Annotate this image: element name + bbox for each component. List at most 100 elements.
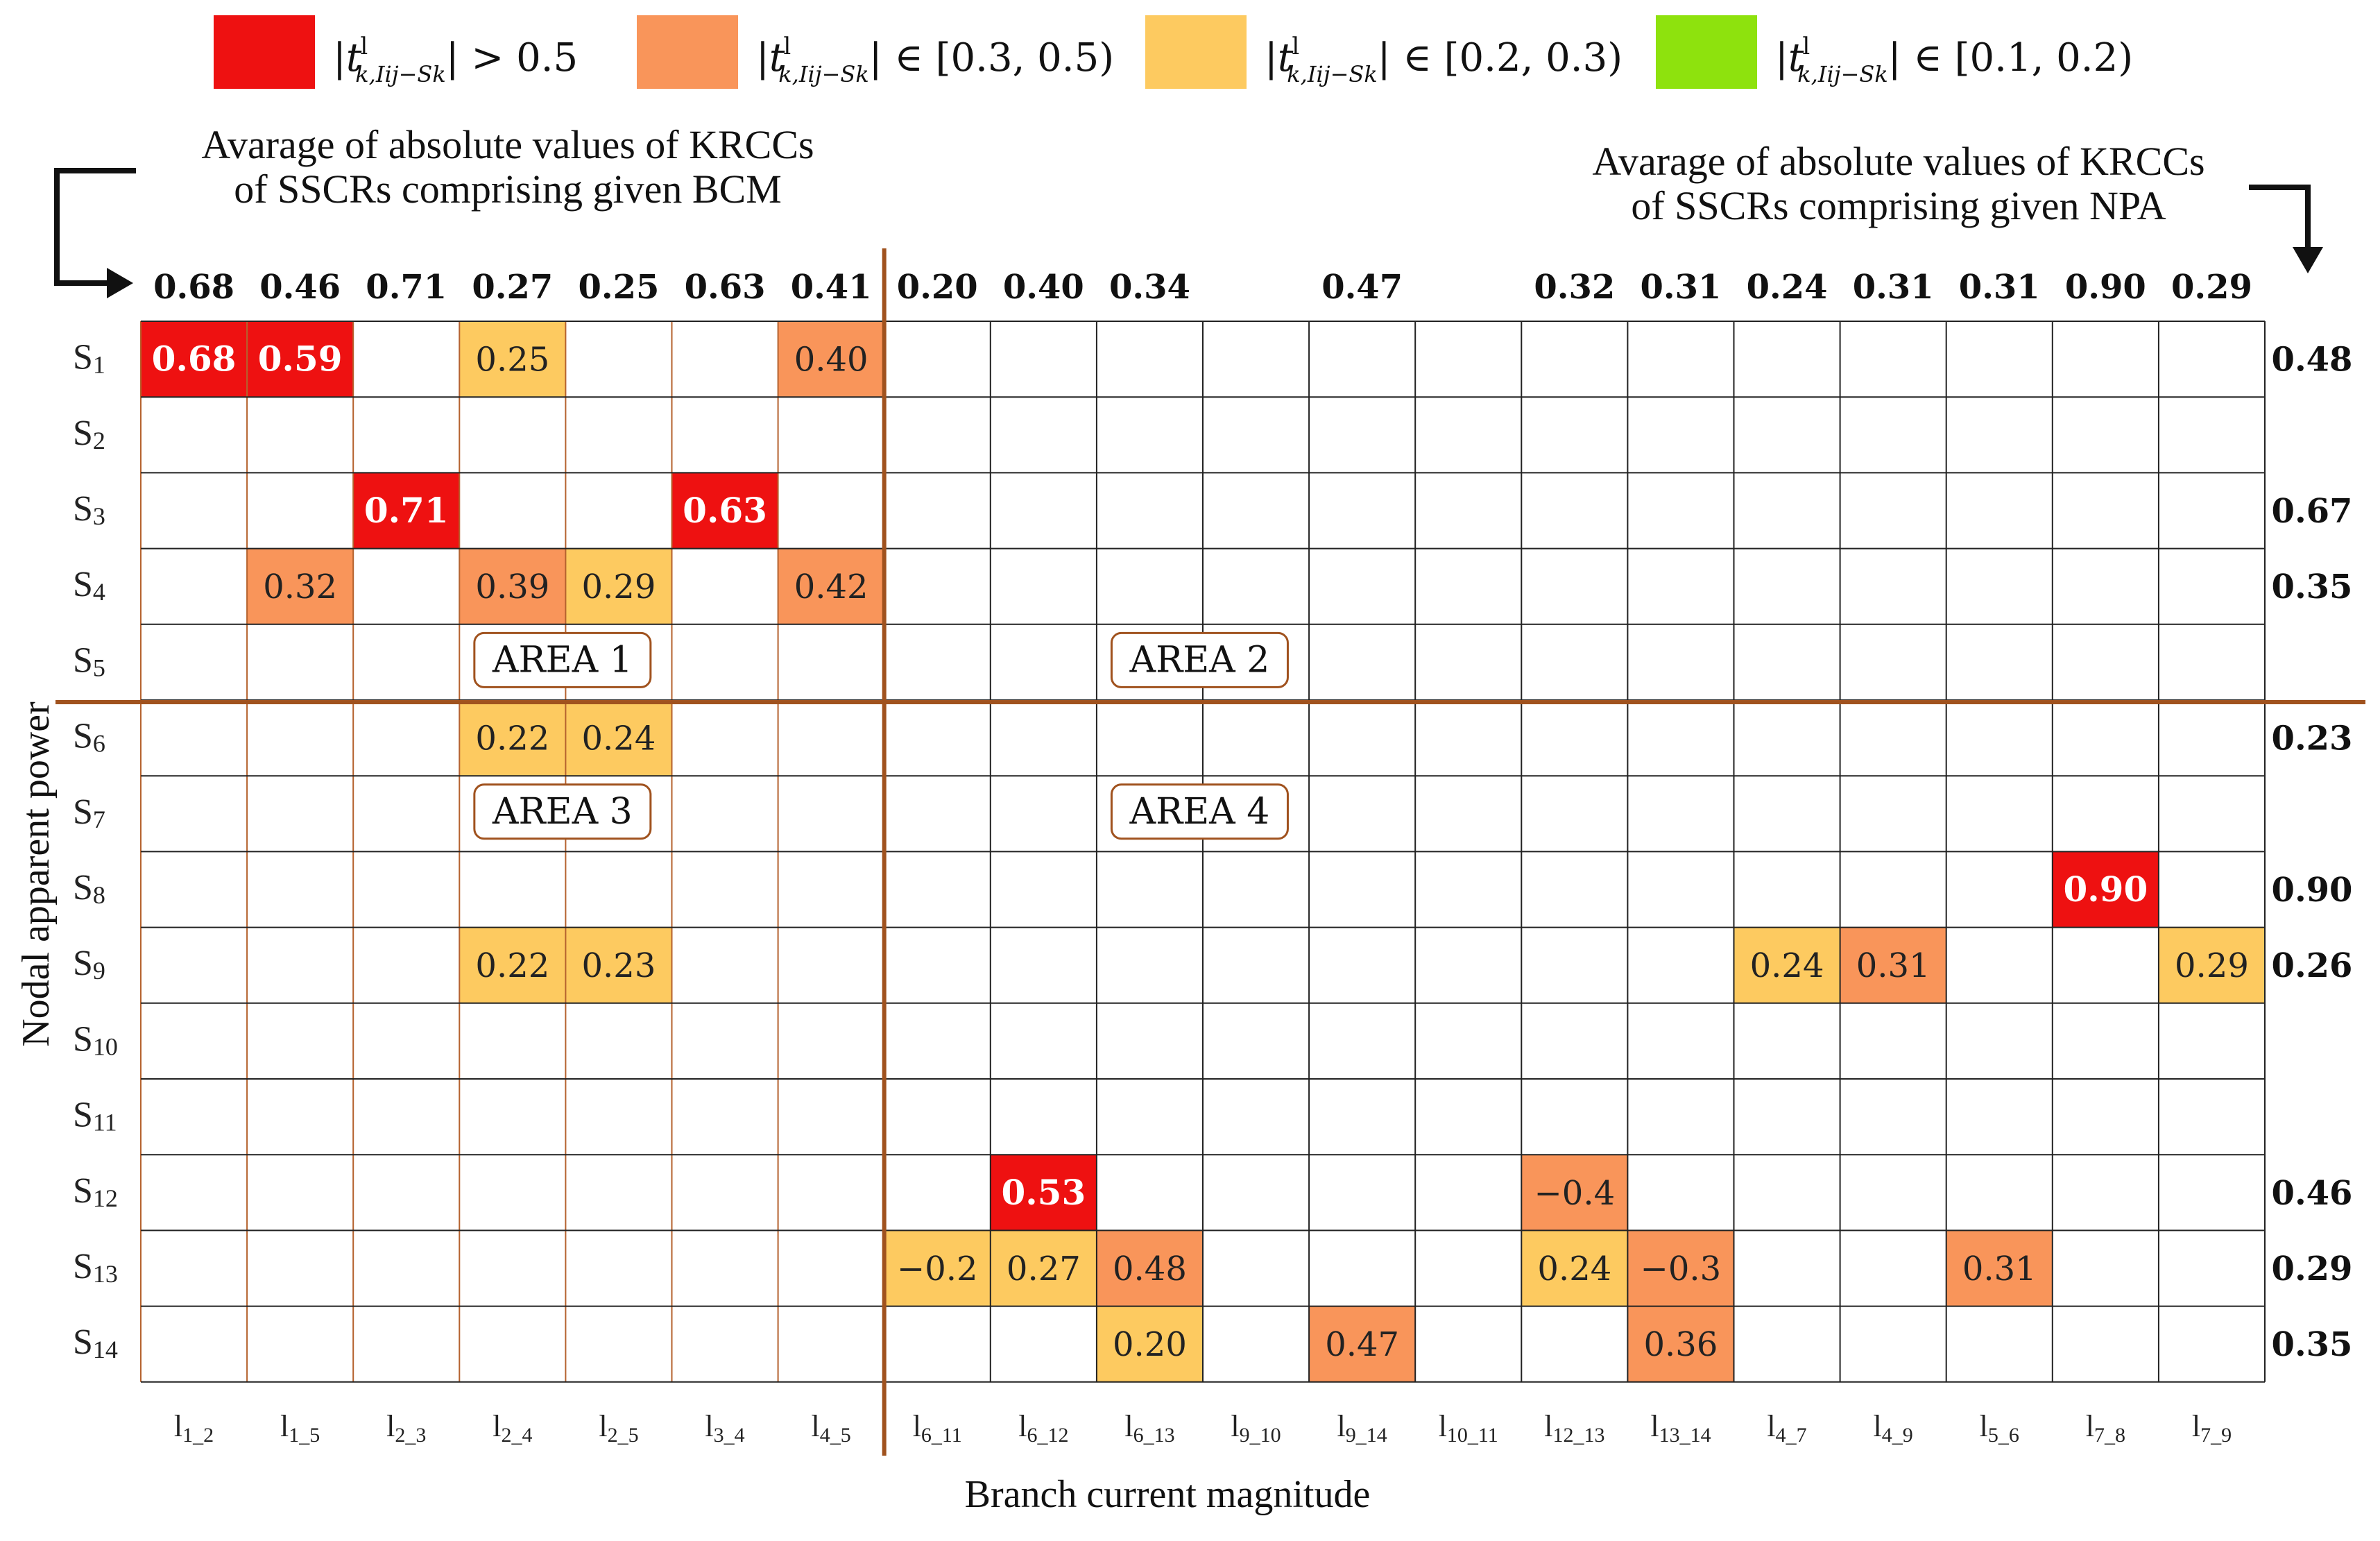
cell-value-label: 0.27 xyxy=(1007,1250,1081,1288)
legend: |tl k,Iij−Sk| > 0.5 |tl k,Iij−Sk| ∈ [0.3, 0… xyxy=(214,15,2133,89)
column-label: l4_5 xyxy=(812,1409,851,1447)
heatmap-cell xyxy=(1627,1306,1734,1382)
legend-label: |tl k,Iij−Sk| ∈ [0.1, 0.2) xyxy=(1775,33,2133,87)
column-label: l1_5 xyxy=(280,1409,320,1447)
column-label: l5_6 xyxy=(1980,1409,2019,1447)
row-label: S6 xyxy=(73,717,105,758)
row-label: S4 xyxy=(73,565,105,606)
column-label: l2_3 xyxy=(386,1409,426,1447)
legend-swatch xyxy=(214,15,315,89)
legend-label: |tl k,Iij−Sk| > 0.5 xyxy=(333,33,578,87)
row-label: S11 xyxy=(73,1096,117,1136)
column-label: l4_9 xyxy=(1874,1409,1913,1447)
cell-value-label: 0.68 xyxy=(152,339,237,380)
column-average: 0.40 xyxy=(1003,268,1084,307)
legend-swatch xyxy=(1656,15,1757,89)
cell-value-label: −0.2 xyxy=(897,1250,978,1288)
area-label: AREA 3 xyxy=(473,783,652,840)
area-label-box xyxy=(473,631,652,688)
column-average: 0.24 xyxy=(1747,268,1828,307)
area-label: AREA 4 xyxy=(1110,783,1289,840)
heatmap-cell xyxy=(459,321,566,398)
note-left-line: Avarage of absolute values of KRCCs xyxy=(201,122,814,167)
row-average: 0.26 xyxy=(2272,946,2353,985)
heatmap-cell xyxy=(1521,1155,1628,1231)
note-right-line: Avarage of absolute values of KRCCs xyxy=(1592,139,2205,184)
heatmap-cell xyxy=(1096,1306,1203,1382)
cell-value-label: 0.29 xyxy=(2175,946,2249,985)
cell-value-label: 0.20 xyxy=(1113,1325,1187,1364)
heatmap-cell xyxy=(459,700,566,776)
arrow-npa-icon xyxy=(2249,185,2311,254)
legend-swatch xyxy=(1145,15,1247,89)
column-average: 0.47 xyxy=(1321,268,1403,307)
row-average: 0.35 xyxy=(2272,568,2353,606)
row-average: 0.29 xyxy=(2272,1250,2353,1288)
cell-value-label: 0.29 xyxy=(582,568,656,606)
column-label: l12_13 xyxy=(1544,1409,1604,1447)
column-label: l6_11 xyxy=(913,1409,962,1447)
row-labels: S1 S2 S3 S4 S5 S6 S7 S8 S9 S10 S11 S12 S13 S14 xyxy=(73,338,118,1364)
cell-value-label: 0.31 xyxy=(1856,946,1930,985)
column-label: l2_5 xyxy=(599,1409,638,1447)
column-label: l13_14 xyxy=(1650,1409,1711,1447)
row-average: 0.90 xyxy=(2272,871,2353,910)
column-label: l9_10 xyxy=(1231,1409,1281,1447)
heatmap-cell xyxy=(459,927,566,1003)
area-label-text: AREA 1 xyxy=(492,639,633,681)
column-label: l6_12 xyxy=(1018,1409,1068,1447)
column-average: 0.34 xyxy=(1109,268,1190,307)
heatmap-cell xyxy=(247,321,354,398)
cell-value-label: 0.53 xyxy=(1001,1172,1086,1213)
cell-value-label: 0.47 xyxy=(1325,1325,1399,1364)
cell-value-label: 0.59 xyxy=(258,339,343,380)
column-label: l1_2 xyxy=(174,1409,214,1447)
column-average: 0.29 xyxy=(2171,268,2252,307)
cell-value-label: 0.22 xyxy=(475,946,549,985)
heatmap-cell xyxy=(1627,1230,1734,1306)
heatmap-cell xyxy=(565,548,672,624)
arrow-bcm-icon xyxy=(54,168,136,286)
row-average: 0.67 xyxy=(2272,492,2353,531)
cell-value-label: 0.71 xyxy=(364,490,449,531)
heatmap-cell xyxy=(247,548,354,624)
column-label: l6_13 xyxy=(1124,1409,1174,1447)
column-label: l7_8 xyxy=(2086,1409,2125,1447)
cell-value-label: 0.31 xyxy=(1962,1250,2037,1288)
row-label: S2 xyxy=(73,414,105,454)
heatmap-cell xyxy=(2052,851,2159,928)
legend-label: |tl k,Iij−Sk| ∈ [0.2, 0.3) xyxy=(1265,33,1623,87)
legend-swatch xyxy=(637,15,738,89)
heatmap-cell xyxy=(1946,1230,2053,1306)
row-label: S8 xyxy=(73,868,105,909)
heatmap-cell xyxy=(990,1155,1097,1231)
row-label: S9 xyxy=(73,944,105,985)
grid-lines xyxy=(140,321,2266,1383)
heatmap-cell xyxy=(565,927,672,1003)
area-label-text: AREA 4 xyxy=(1129,791,1270,833)
row-label: S14 xyxy=(73,1322,118,1363)
area-label-box xyxy=(1110,631,1289,688)
cell-labels: 0.68 0.59 0.25 0.40 0.71 0.63 0.32 0.39 0.29 0.42… xyxy=(152,339,2249,1365)
cell-value-label: 0.32 xyxy=(263,568,337,606)
column-label: l2_4 xyxy=(493,1409,532,1447)
heatmap-cell xyxy=(353,472,460,549)
column-average: 0.27 xyxy=(472,268,553,307)
column-average: 0.32 xyxy=(1534,268,1615,307)
cell-value-label: 0.90 xyxy=(2063,869,2148,910)
row-average: 0.48 xyxy=(2272,341,2353,380)
column-label: l3_4 xyxy=(705,1409,744,1447)
cell-value-label: 0.22 xyxy=(475,720,549,758)
column-average: 0.25 xyxy=(578,268,659,307)
heatmap-cell xyxy=(884,1230,991,1306)
row-average: 0.35 xyxy=(2272,1325,2353,1364)
column-average: 0.71 xyxy=(366,268,447,307)
row-label: S12 xyxy=(73,1171,118,1212)
column-label: l10_11 xyxy=(1439,1409,1498,1447)
cell-value-label: 0.25 xyxy=(475,341,549,380)
heatmap-cell xyxy=(990,1230,1097,1306)
row-label: S13 xyxy=(73,1247,118,1288)
heatmap-cell xyxy=(1733,927,1840,1003)
